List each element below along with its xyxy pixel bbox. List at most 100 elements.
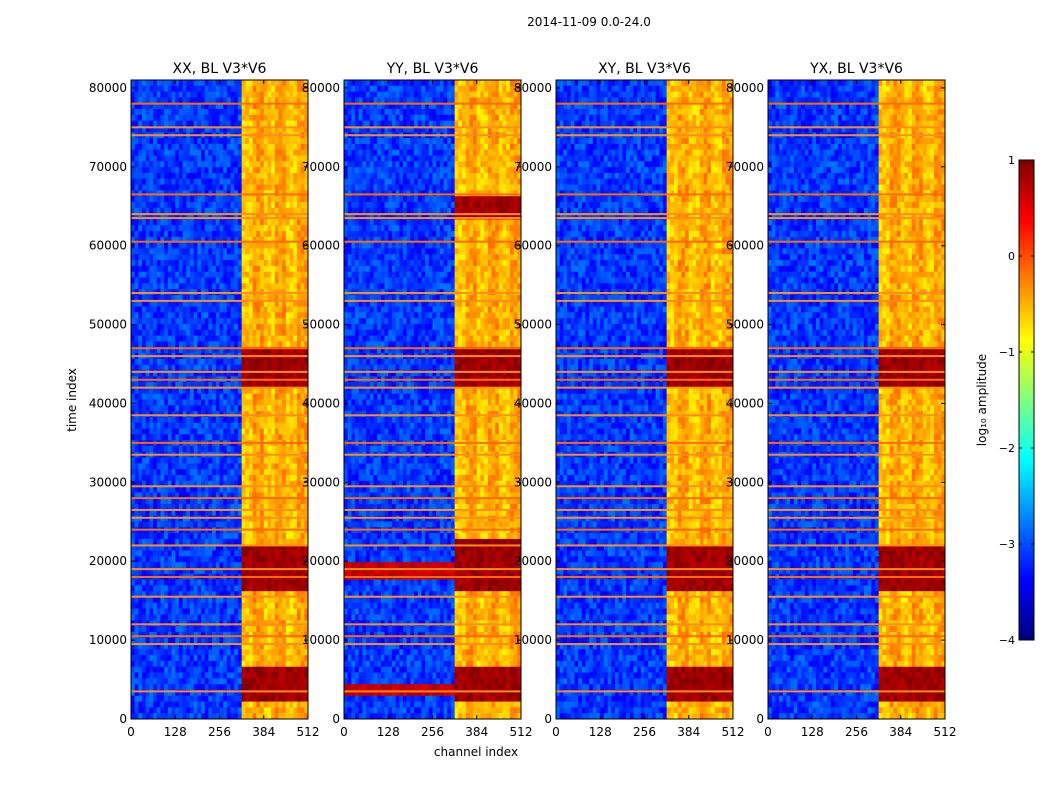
heatmap-cell: [249, 196, 254, 203]
heatmap-cell: [156, 196, 161, 203]
heatmap-cell: [186, 364, 191, 371]
heatmap-cell: [145, 236, 150, 244]
heatmap-cell: [164, 492, 169, 499]
heatmap-cell: [252, 294, 257, 302]
heatmap-cell: [289, 660, 294, 668]
heatmap-cell: [164, 637, 169, 644]
heatmap-cell: [271, 556, 276, 563]
heatmap-cell: [164, 533, 169, 540]
heatmap-cell: [304, 265, 309, 273]
heatmap-cell: [175, 649, 180, 656]
heatmap-cell: [186, 591, 191, 598]
heatmap-cell: [226, 335, 231, 342]
heatmap-cell: [267, 521, 272, 528]
heatmap-cell: [245, 550, 250, 557]
heatmap-cell: [134, 416, 139, 424]
heatmap-cell: [285, 556, 290, 563]
heatmap-cell: [285, 196, 290, 203]
heatmap-cell: [171, 626, 176, 633]
heatmap-cell: [304, 335, 309, 342]
heatmap-cell: [267, 260, 272, 267]
heatmap-cell: [245, 649, 250, 656]
heatmap-cell: [201, 329, 206, 336]
heatmap-cell: [212, 428, 217, 435]
heatmap-cell: [138, 312, 143, 319]
heatmap-cell: [304, 184, 309, 191]
heatmap-cell: [263, 556, 268, 563]
heatmap-cell: [263, 312, 268, 319]
heatmap-cell: [149, 143, 154, 151]
heatmap-cell: [182, 567, 187, 575]
heatmap-cell: [278, 248, 283, 255]
heatmap-cell: [212, 405, 217, 412]
heatmap-cell: [145, 114, 150, 122]
heatmap-cell: [230, 172, 235, 180]
heatmap-cell: [234, 103, 239, 110]
heatmap-cell: [149, 678, 154, 685]
heatmap-cell: [226, 463, 231, 470]
heatmap-cell: [260, 434, 265, 441]
heatmap-cell: [204, 602, 209, 610]
heatmap-cell: [278, 411, 283, 418]
heatmap-cell: [300, 556, 305, 563]
heatmap-cell: [226, 492, 231, 499]
heatmap-cell: [252, 475, 257, 482]
heatmap-cell: [215, 382, 220, 389]
heatmap-cell: [241, 585, 246, 592]
heatmap-cell: [156, 544, 161, 551]
heatmap-cell: [138, 370, 143, 377]
heatmap-cell: [252, 422, 257, 429]
heatmap-cell: [282, 416, 287, 424]
heatmap-cell: [226, 556, 231, 563]
heatmap-cell: [175, 370, 180, 377]
heatmap-cell: [167, 114, 172, 122]
heatmap-cell: [178, 672, 184, 679]
heatmap-cell: [249, 300, 254, 307]
heatmap-cell: [245, 126, 250, 133]
heatmap-cell: [289, 300, 294, 307]
heatmap-cell: [271, 509, 276, 517]
heatmap-cell: [226, 411, 231, 418]
heatmap-cell: [282, 643, 287, 650]
heatmap-cell: [182, 614, 187, 621]
heatmap-cell: [241, 97, 246, 104]
heatmap-cell: [241, 335, 246, 342]
heatmap-cell: [149, 109, 154, 116]
heatmap-cell: [201, 602, 206, 610]
heatmap-cell: [267, 556, 272, 563]
heatmap-cell: [171, 167, 176, 174]
heatmap-cell: [234, 538, 239, 546]
heatmap-cell: [226, 126, 231, 133]
heatmap-cell: [186, 655, 191, 662]
heatmap-cell: [249, 544, 254, 551]
heatmap-cell: [241, 666, 246, 673]
heatmap-cell: [296, 155, 302, 162]
heatmap-cell: [271, 637, 276, 644]
heatmap-cell: [153, 231, 158, 238]
heatmap-cell: [167, 626, 172, 633]
heatmap-cell: [190, 358, 195, 366]
heatmap-cell: [190, 97, 195, 104]
heatmap-cell: [212, 445, 217, 453]
heatmap-cell: [285, 91, 290, 98]
heatmap-cell: [164, 649, 169, 656]
heatmap-cell: [197, 672, 202, 679]
heatmap-cell: [245, 492, 250, 499]
heatmap-cell: [285, 138, 290, 145]
heatmap-cell: [219, 597, 224, 604]
heatmap-cell: [304, 492, 309, 499]
heatmap-cell: [237, 248, 243, 255]
heatmap-cell: [208, 138, 213, 145]
heatmap-cell: [134, 155, 139, 162]
heatmap-cell: [131, 457, 136, 464]
heatmap-cell: [186, 469, 191, 476]
heatmap-cell: [237, 236, 243, 244]
heatmap-cell: [175, 457, 180, 464]
heatmap-cell: [201, 672, 206, 679]
heatmap-cell: [300, 213, 305, 220]
heatmap-cell: [149, 533, 154, 540]
heatmap-cell: [282, 178, 287, 185]
heatmap-cell: [249, 550, 254, 557]
heatmap-cell: [245, 329, 250, 336]
heatmap-cell: [178, 167, 184, 174]
